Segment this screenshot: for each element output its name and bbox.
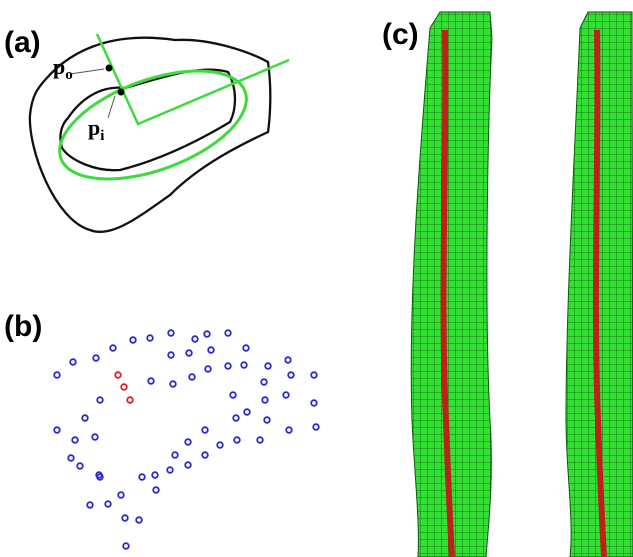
sample-point	[136, 517, 142, 523]
sample-point	[87, 502, 93, 508]
point-label: pi	[88, 115, 104, 144]
sample-point	[148, 378, 154, 384]
sample-point	[257, 437, 263, 443]
sample-point	[241, 362, 247, 368]
sample-point	[192, 336, 198, 342]
sample-point	[54, 427, 60, 433]
sample-point	[205, 366, 211, 372]
sample-point	[186, 350, 192, 356]
sample-point	[233, 415, 239, 421]
sample-point	[243, 345, 249, 351]
sample-point	[208, 347, 214, 353]
sample-point	[54, 372, 60, 378]
sample-point	[105, 501, 111, 507]
sample-point	[265, 363, 271, 369]
sample-point	[70, 359, 76, 365]
sample-point	[283, 392, 289, 398]
sample-point	[115, 372, 121, 378]
sample-point	[261, 379, 267, 385]
sample-point	[286, 427, 292, 433]
sample-point	[92, 434, 98, 440]
panel-label: (b)	[4, 310, 42, 343]
sample-point	[225, 363, 231, 369]
axis-lines	[97, 34, 289, 124]
sample-point	[185, 439, 191, 445]
sample-point	[93, 355, 99, 361]
panel-label: (c)	[382, 18, 419, 51]
sample-point	[147, 335, 153, 341]
sample-point	[189, 374, 195, 380]
sample-point	[68, 455, 74, 461]
sample-point	[152, 472, 158, 478]
point-cloud	[54, 330, 319, 549]
sample-point	[170, 381, 176, 387]
point-base: p	[53, 54, 65, 79]
sample-point	[204, 331, 210, 337]
sample-point	[217, 442, 223, 448]
sample-point	[130, 337, 136, 343]
sample-point	[313, 424, 319, 430]
sample-point	[97, 397, 103, 403]
sample-point	[185, 462, 191, 468]
sample-point	[121, 384, 127, 390]
sample-point	[202, 452, 208, 458]
panel-label: (a)	[4, 26, 41, 59]
sample-point	[72, 437, 78, 443]
sample-point	[167, 467, 173, 473]
sample-point	[225, 330, 231, 336]
sample-point	[311, 372, 317, 378]
sample-point	[202, 427, 208, 433]
mesh-column	[411, 12, 492, 557]
sample-point	[122, 515, 128, 521]
sample-point	[118, 492, 124, 498]
sample-point	[110, 345, 116, 351]
sample-point	[285, 357, 291, 363]
sample-point	[153, 487, 159, 493]
sample-point	[127, 397, 133, 403]
point-inner	[118, 89, 125, 96]
sample-point	[244, 409, 250, 415]
sample-point	[262, 397, 268, 403]
sample-point	[168, 352, 174, 358]
sample-point	[172, 452, 178, 458]
point-outer	[106, 65, 113, 72]
sample-point	[288, 372, 294, 378]
point-sub: o	[65, 67, 73, 83]
sample-point	[123, 543, 129, 549]
figure: (a) po pi (b) (c)	[0, 0, 633, 557]
sample-point	[230, 392, 236, 398]
sample-point	[234, 437, 240, 443]
sample-point	[264, 417, 270, 423]
sample-point	[77, 463, 83, 469]
sample-point	[82, 415, 88, 421]
sample-point	[168, 330, 174, 336]
sample-point	[311, 400, 317, 406]
sample-point	[139, 474, 145, 480]
point-base: p	[88, 115, 100, 140]
point-sub: i	[100, 128, 104, 144]
